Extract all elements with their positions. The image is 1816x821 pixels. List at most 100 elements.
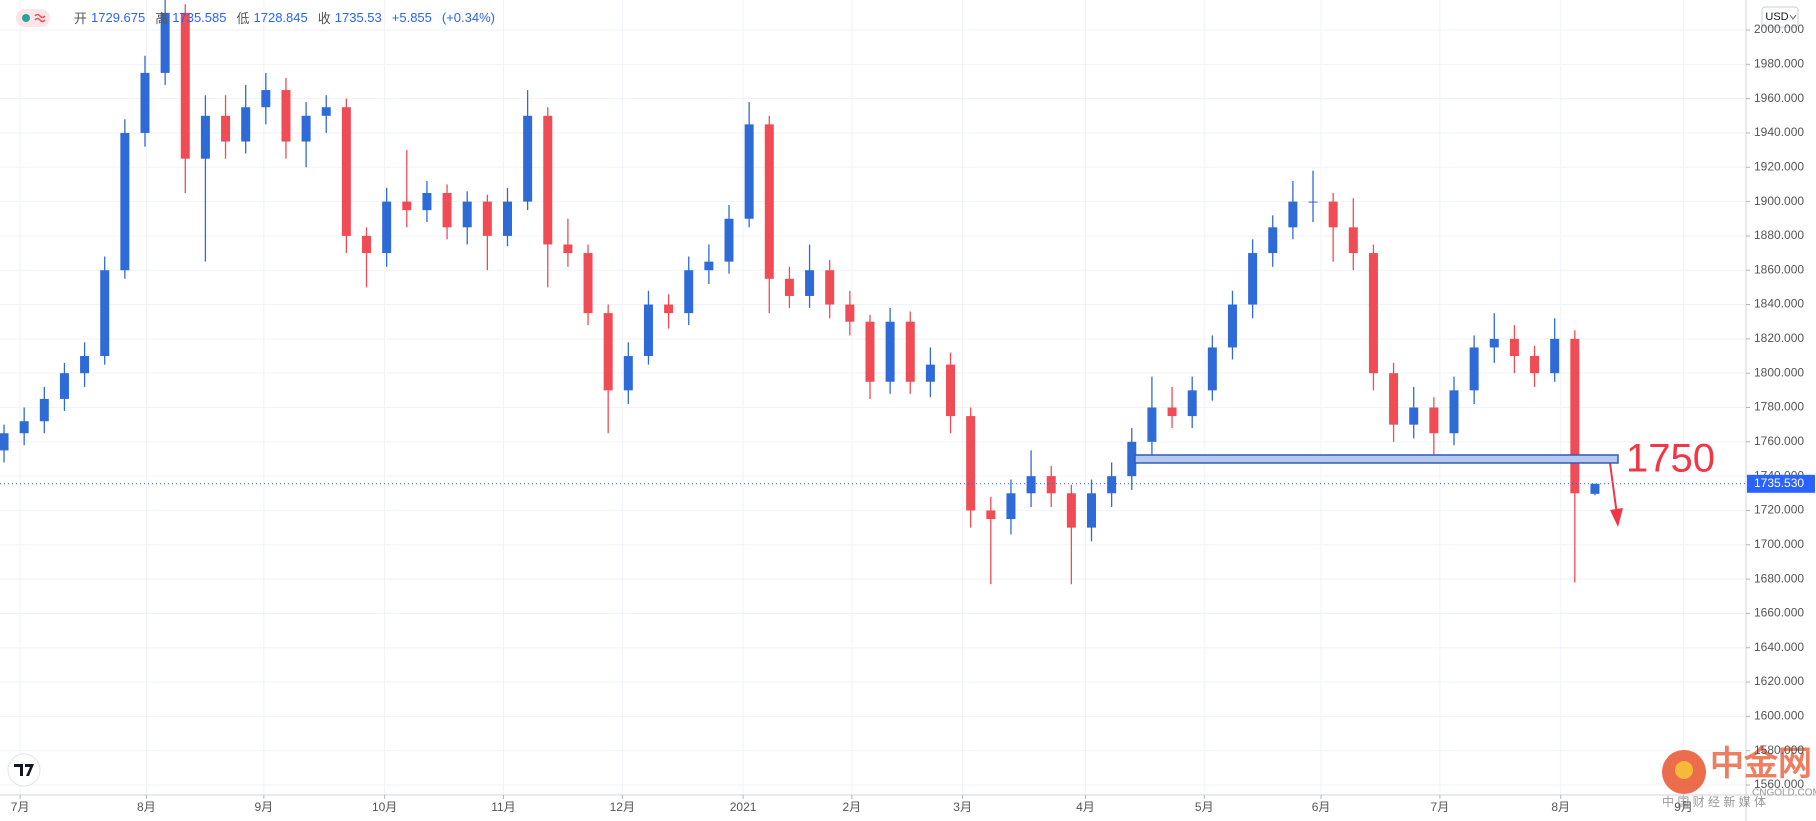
candle-body	[1308, 201, 1318, 203]
candle-body	[1570, 338, 1580, 494]
y-tick-label: 1560.000	[1754, 777, 1804, 791]
x-tick-label: 5月	[1195, 800, 1214, 814]
candle-body	[1127, 441, 1137, 477]
ohlc-value: 1735.53	[334, 10, 382, 25]
level-band	[1134, 454, 1619, 464]
candle-body	[39, 398, 49, 422]
level-annotation: 1750	[1626, 437, 1715, 481]
ohlc-value: 1735.585	[172, 10, 227, 25]
candle-body	[583, 253, 593, 314]
candle-body	[563, 244, 573, 254]
candle-body	[1227, 304, 1237, 348]
candle-body	[1268, 227, 1278, 254]
candle-body	[1489, 338, 1499, 348]
candle-body	[966, 416, 976, 511]
candle-body	[1288, 201, 1298, 228]
logo	[14, 764, 34, 776]
candle-body	[1509, 338, 1519, 357]
candle-body	[1006, 493, 1016, 520]
dropdown-icon	[1789, 14, 1797, 20]
x-tick-label: 6月	[1312, 800, 1331, 814]
y-tick-label: 1920.000	[1754, 159, 1804, 173]
candle-body	[946, 364, 956, 417]
change: +5.855	[391, 10, 432, 25]
candle-body	[1207, 347, 1217, 391]
candle-body	[845, 304, 855, 322]
y-tick-label: 1760.000	[1754, 434, 1804, 448]
candle-body	[623, 356, 633, 391]
candle-body	[1348, 227, 1358, 254]
candle-body	[59, 373, 69, 399]
candle-body	[200, 115, 210, 159]
candle-body	[925, 364, 935, 382]
last-price-label: 1735.530	[1754, 476, 1804, 490]
candle-body	[1590, 483, 1600, 494]
x-tick-label: 12月	[610, 800, 635, 814]
y-tick-label: 1800.000	[1754, 365, 1804, 379]
candles	[0, 0, 1600, 585]
y-tick-label: 1860.000	[1754, 262, 1804, 276]
candle-body	[1167, 407, 1177, 417]
candle-body	[1187, 390, 1197, 417]
y-tick-label: 1660.000	[1754, 606, 1804, 620]
candle-body	[321, 107, 331, 116]
y-tick-label: 1700.000	[1754, 537, 1804, 551]
candle-body	[1046, 476, 1056, 494]
candle-body	[442, 193, 452, 228]
candle-body	[241, 107, 251, 142]
currency-button[interactable]	[1761, 6, 1799, 28]
candle-body	[1389, 373, 1399, 425]
y-tick-label: 1600.000	[1754, 709, 1804, 723]
candle-body	[543, 115, 553, 245]
status-wave	[34, 13, 46, 22]
x-tick-label: 3月	[953, 800, 972, 814]
arrow	[1609, 462, 1618, 516]
candle-body	[684, 270, 694, 314]
y-tick-label: 1880.000	[1754, 228, 1804, 242]
ohlc-value: 1729.675	[91, 10, 146, 25]
y-tick-label: 1620.000	[1754, 674, 1804, 688]
candle-body	[1147, 407, 1157, 442]
candle-body	[784, 278, 794, 296]
arrow-head	[1610, 508, 1623, 527]
candle-body	[100, 270, 110, 357]
candle-body	[664, 304, 674, 314]
change-pct: (+0.34%)	[441, 10, 496, 25]
y-tick-label: 1580.000	[1754, 743, 1804, 757]
candle-body	[1248, 253, 1258, 305]
watermark-brand: 中金网	[1710, 744, 1812, 783]
candle-body	[402, 201, 412, 211]
candle-body	[19, 421, 29, 434]
status-pill	[16, 8, 50, 27]
candle-body	[1368, 253, 1378, 374]
watermark-site: CNGOLD.COM	[1752, 788, 1816, 799]
candle-body	[905, 321, 915, 382]
candle-body	[1550, 338, 1560, 374]
candle-body	[120, 132, 130, 271]
candle-body	[482, 201, 492, 236]
x-tick-label: 11月	[491, 800, 515, 814]
x-tick-label: 7月	[1431, 800, 1450, 814]
x-tick-label: 9月	[254, 800, 273, 814]
ohlc-label: 低	[236, 11, 250, 26]
candle-body	[502, 201, 512, 236]
y-tick-label: 1980.000	[1754, 56, 1804, 70]
candle-body	[140, 72, 150, 133]
candle-body	[1449, 390, 1459, 434]
x-tick-label: 2021	[730, 800, 757, 814]
candle-body	[382, 201, 392, 254]
candle-body	[523, 115, 533, 202]
candle-body	[805, 270, 815, 296]
ohlc-label: 收	[317, 11, 331, 26]
candle-body	[422, 193, 432, 211]
x-tick-label: 8月	[1551, 800, 1570, 814]
candle-body	[825, 270, 835, 305]
candle-body	[341, 107, 351, 236]
x-tick-label: 8月	[137, 800, 156, 814]
candle-body	[80, 356, 90, 374]
y-tick-label: 1640.000	[1754, 640, 1804, 654]
candle-body	[1066, 493, 1076, 528]
y-tick-label: 1780.000	[1754, 400, 1804, 414]
candle-body	[885, 321, 895, 382]
